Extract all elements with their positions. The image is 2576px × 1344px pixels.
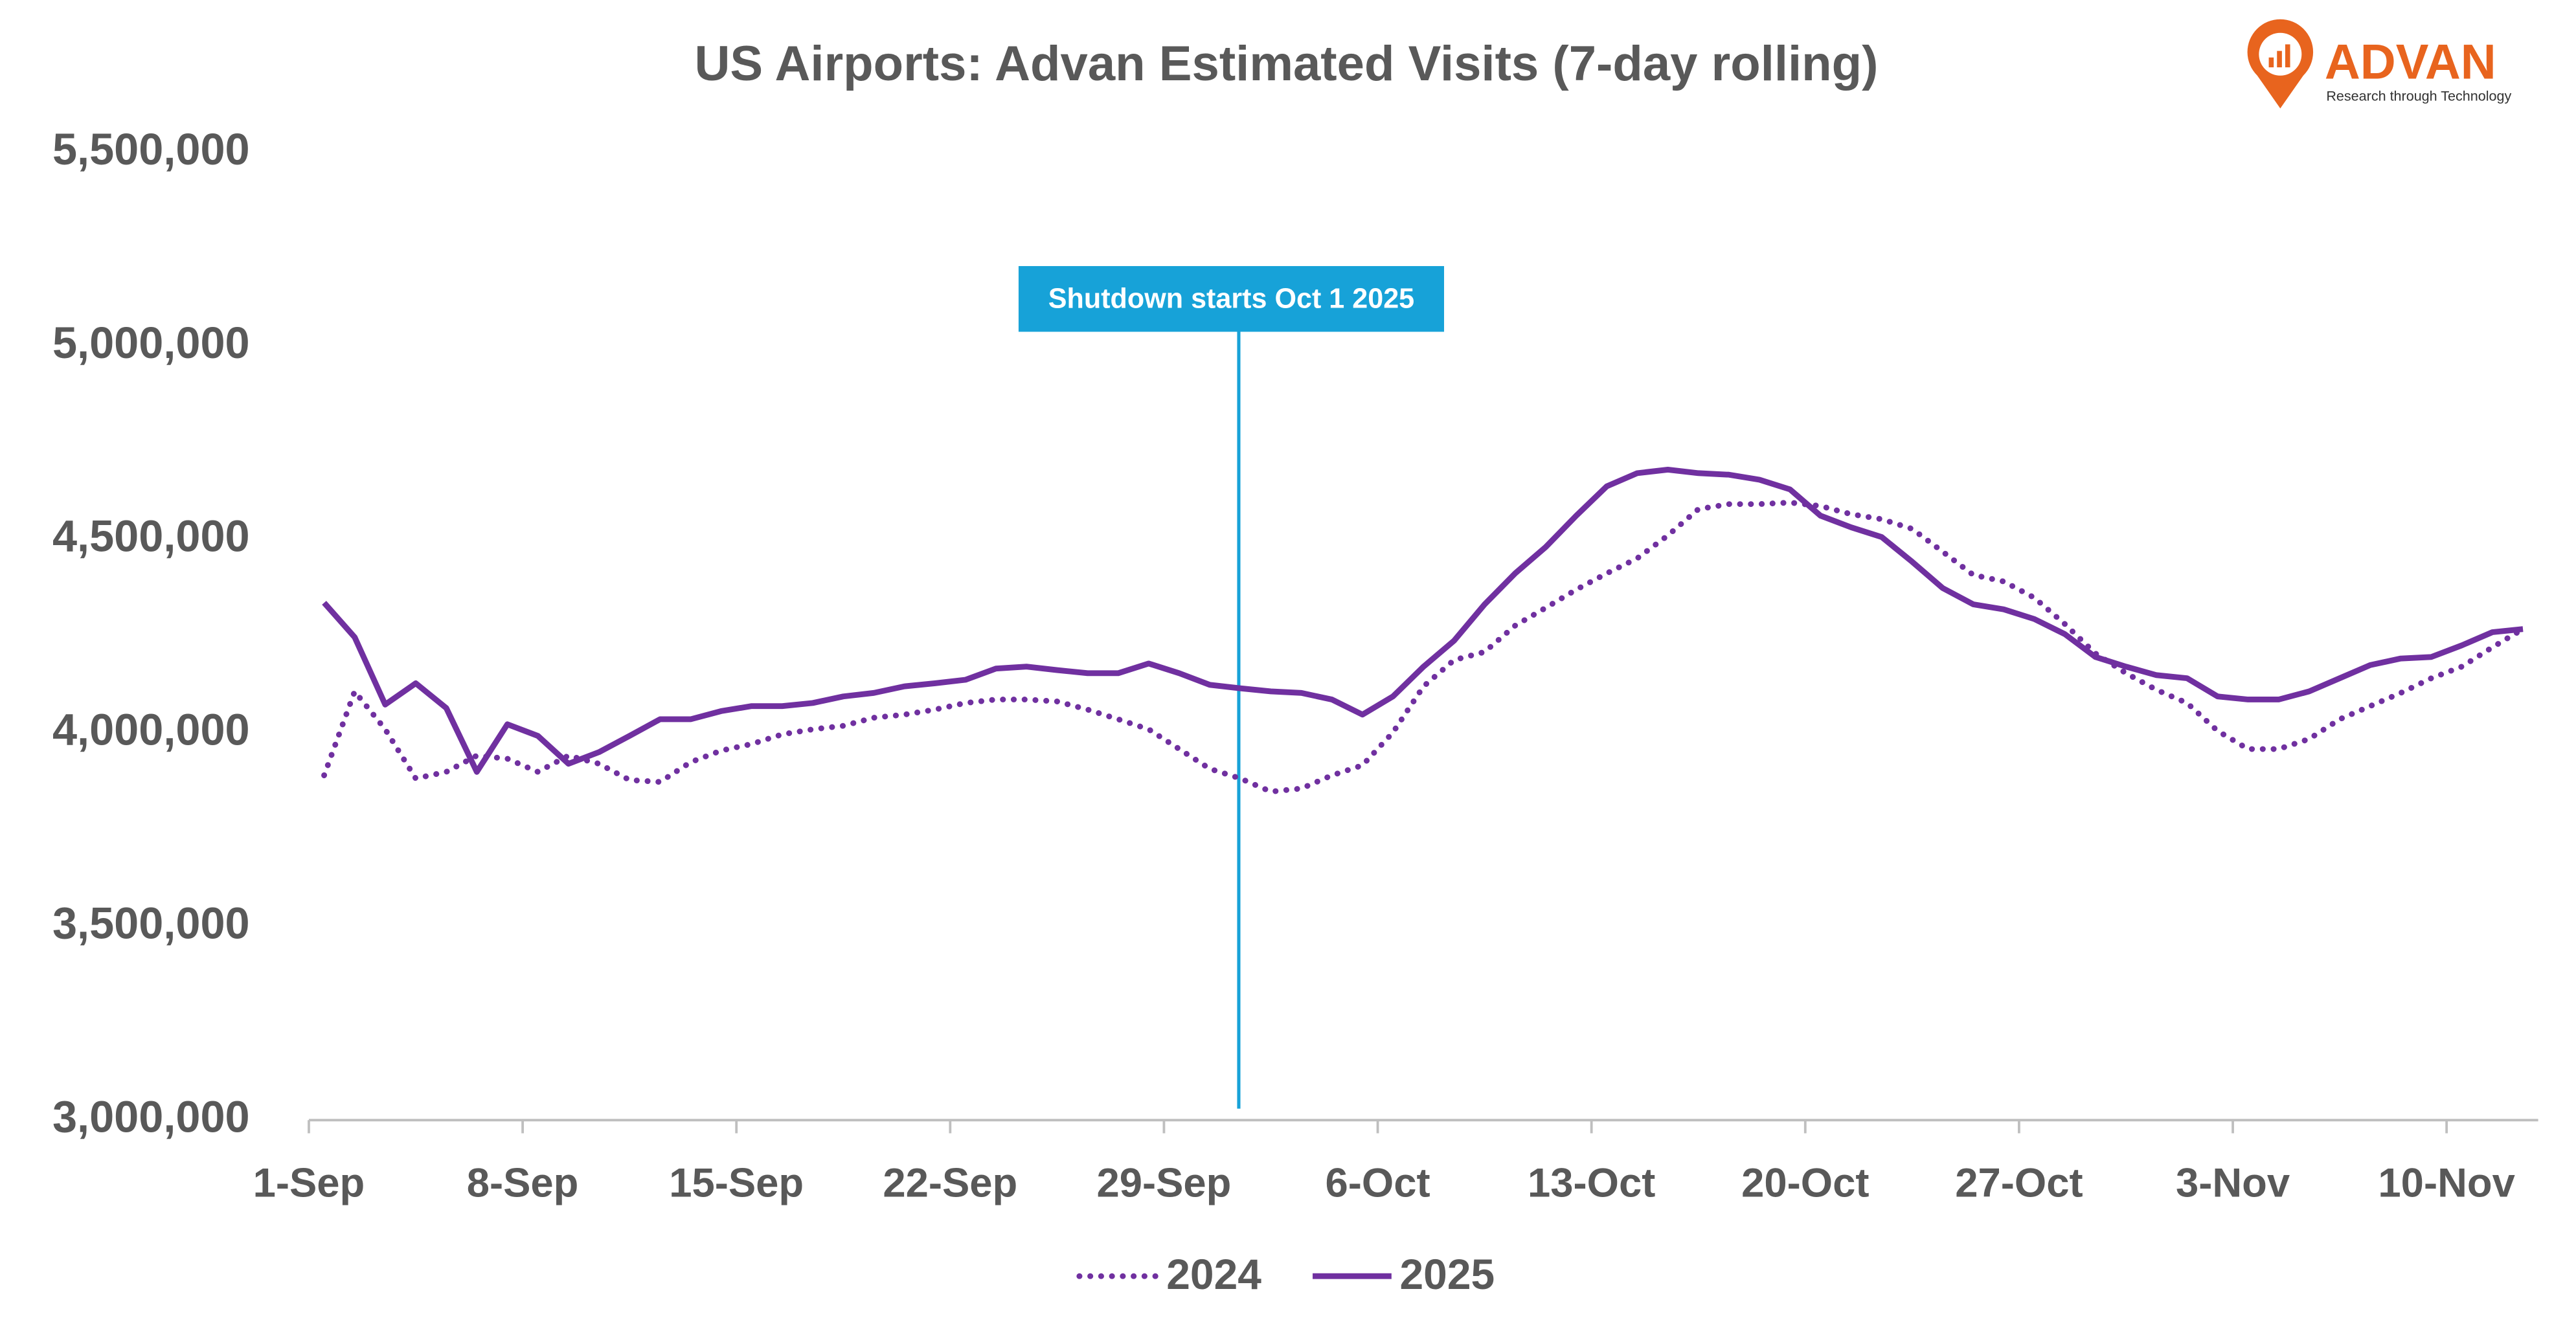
series-line bbox=[322, 467, 2524, 775]
x-tick-label: 13-Oct bbox=[1528, 1160, 1655, 1205]
annotation-box bbox=[1018, 265, 1445, 332]
y-tick-label: 5,000,000 bbox=[52, 318, 250, 368]
x-tick-label: 27-Oct bbox=[1955, 1160, 2083, 1205]
x-tick-label: 20-Oct bbox=[1741, 1160, 1869, 1205]
x-tick-label: 29-Sep bbox=[1096, 1160, 1231, 1205]
legend-label: 2024 bbox=[1166, 1250, 1261, 1298]
x-tick-label: 8-Sep bbox=[467, 1160, 579, 1205]
y-tick-label: 5,500,000 bbox=[52, 124, 250, 174]
logo-tagline: Research through Technology bbox=[2326, 87, 2511, 104]
legend-label: 2025 bbox=[1400, 1250, 1495, 1298]
x-tick-label: 1-Sep bbox=[253, 1160, 365, 1205]
x-tick-label: 22-Sep bbox=[883, 1160, 1017, 1205]
x-tick-label: 10-Nov bbox=[2378, 1160, 2514, 1205]
logo: ADVAN Research through Technology bbox=[2247, 19, 2511, 109]
x-tick-label: 6-Oct bbox=[1326, 1160, 1430, 1205]
logo-bar bbox=[2285, 44, 2290, 68]
y-tick-label: 4,500,000 bbox=[52, 511, 250, 561]
chart-title: US Airports: Advan Estimated Visits (7-d… bbox=[694, 36, 1878, 91]
y-tick-label: 4,000,000 bbox=[52, 705, 250, 755]
annotation-text: Shutdown starts Oct 1 2025 bbox=[1048, 284, 1414, 315]
logo-bar bbox=[2268, 57, 2274, 68]
logo-bar bbox=[2277, 50, 2282, 68]
y-tick-label: 3,500,000 bbox=[52, 898, 250, 948]
x-tick-label: 15-Sep bbox=[669, 1160, 804, 1205]
series-line bbox=[321, 499, 2526, 795]
x-tick-label: 3-Nov bbox=[2176, 1160, 2290, 1205]
y-tick-label: 3,000,000 bbox=[52, 1092, 250, 1141]
logo-name: ADVAN bbox=[2325, 35, 2496, 90]
